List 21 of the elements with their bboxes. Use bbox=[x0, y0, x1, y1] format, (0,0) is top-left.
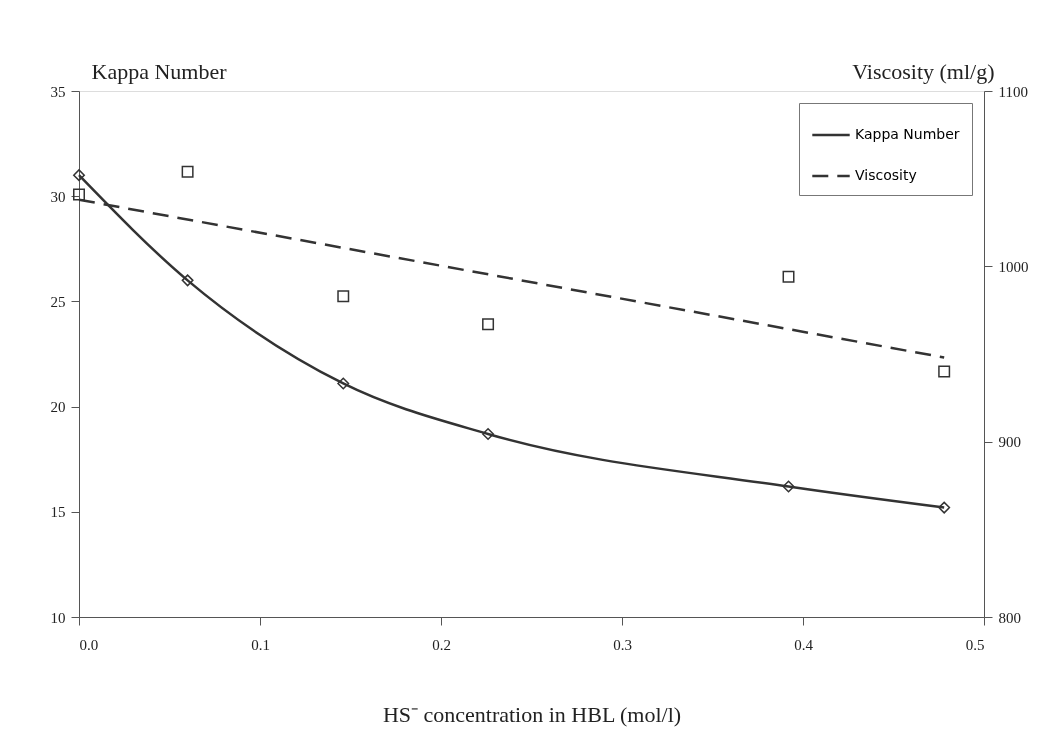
x-tick-label: 0.3 bbox=[613, 636, 632, 653]
y2-axis-title: Viscosity (ml/g) bbox=[852, 58, 995, 84]
y2-tick-label: 900 bbox=[998, 434, 1021, 451]
y-tick-label: 25 bbox=[50, 293, 66, 310]
y-axis-title: Kappa Number bbox=[91, 58, 228, 84]
x-tick-label: 0.5 bbox=[965, 636, 985, 653]
y2-tick-label: 1000 bbox=[998, 258, 1029, 275]
y-tick-label: 35 bbox=[50, 83, 66, 100]
x-tick-label: 0.0 bbox=[79, 636, 99, 653]
y-tick-label: 10 bbox=[50, 609, 66, 626]
y-tick-label: 30 bbox=[50, 188, 66, 205]
legend-label: Kappa Number bbox=[855, 126, 960, 142]
x-tick-label: 0.2 bbox=[432, 636, 451, 653]
legend-label: Viscosity bbox=[855, 167, 917, 183]
x-tick-label: 0.4 bbox=[794, 636, 814, 653]
y-tick-label: 20 bbox=[50, 399, 66, 416]
x-tick-label: 0.1 bbox=[251, 636, 270, 653]
y-tick-label: 15 bbox=[50, 504, 66, 521]
x-axis-title: HS⁻ concentration in HBL (mol/l) bbox=[382, 701, 682, 727]
y2-tick-label: 800 bbox=[998, 609, 1021, 626]
y2-tick-label: 1100 bbox=[998, 83, 1028, 100]
